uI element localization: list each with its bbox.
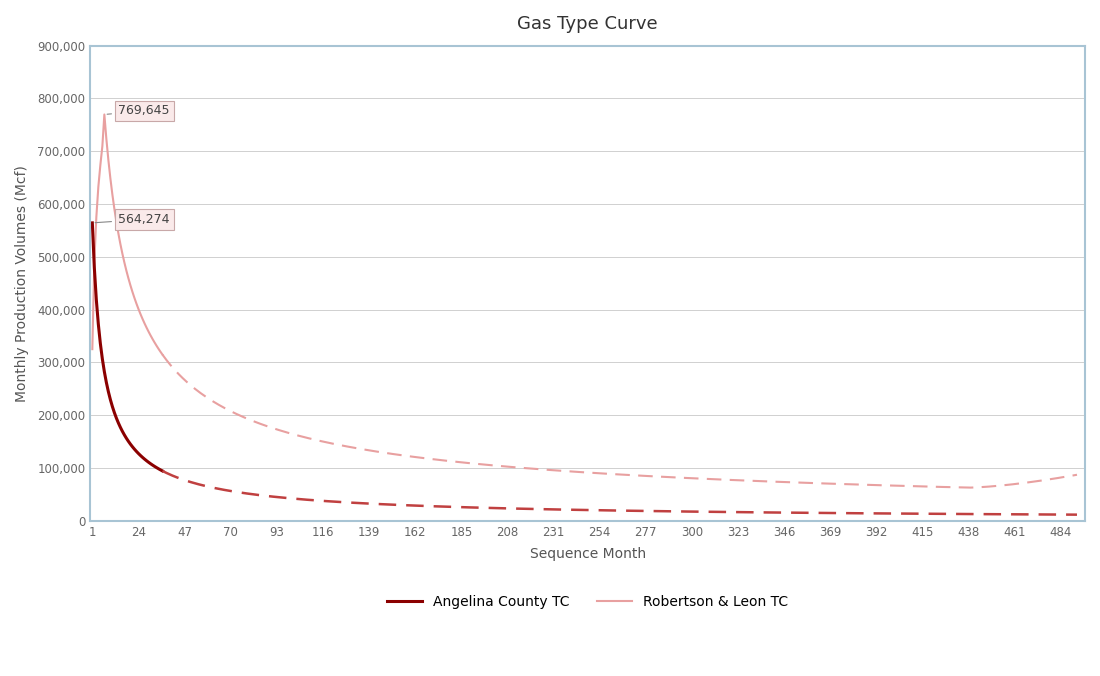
Y-axis label: Monthly Production Volumes (Mcf): Monthly Production Volumes (Mcf) bbox=[15, 165, 29, 402]
Text: 769,645: 769,645 bbox=[107, 105, 169, 118]
Title: Gas Type Curve: Gas Type Curve bbox=[517, 15, 658, 33]
X-axis label: Sequence Month: Sequence Month bbox=[529, 547, 646, 561]
Text: 564,274: 564,274 bbox=[95, 213, 169, 226]
Legend: Angelina County TC, Robertson & Leon TC: Angelina County TC, Robertson & Leon TC bbox=[382, 589, 794, 614]
